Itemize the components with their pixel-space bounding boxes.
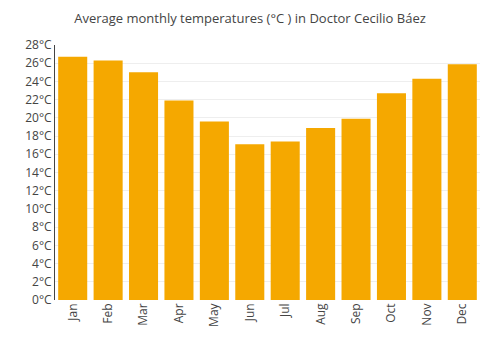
svg-text:Dec: Dec — [453, 303, 470, 324]
svg-text:24°C: 24°C — [25, 73, 52, 90]
svg-text:12°C: 12°C — [25, 182, 52, 199]
svg-text:Feb: Feb — [99, 303, 116, 323]
svg-text:10°C: 10°C — [25, 200, 52, 217]
svg-text:8°C: 8°C — [32, 218, 52, 235]
svg-text:4°C: 4°C — [32, 255, 52, 272]
svg-text:Jul: Jul — [276, 303, 293, 318]
svg-text:14°C: 14°C — [25, 164, 52, 181]
svg-text:Sep: Sep — [347, 303, 364, 324]
svg-text:Nov: Nov — [418, 303, 435, 325]
svg-text:20°C: 20°C — [25, 109, 52, 126]
svg-text:Average monthly temperatures (: Average monthly temperatures (°C ) in Do… — [74, 9, 426, 27]
svg-text:16°C: 16°C — [25, 145, 52, 162]
svg-text:0°C: 0°C — [32, 291, 52, 308]
svg-text:6°C: 6°C — [32, 237, 52, 254]
svg-text:Jun: Jun — [241, 303, 258, 322]
svg-text:May: May — [205, 302, 222, 326]
svg-text:Aug: Aug — [312, 303, 329, 325]
svg-text:18°C: 18°C — [25, 127, 52, 144]
svg-text:Jan: Jan — [64, 303, 81, 321]
svg-text:26°C: 26°C — [25, 54, 52, 71]
svg-text:2°C: 2°C — [32, 273, 52, 290]
svg-text:Apr: Apr — [170, 303, 187, 323]
svg-text:Mar: Mar — [134, 303, 151, 325]
svg-text:Oct: Oct — [382, 303, 399, 322]
svg-text:22°C: 22°C — [25, 91, 52, 108]
svg-text:28°C: 28°C — [25, 36, 52, 53]
